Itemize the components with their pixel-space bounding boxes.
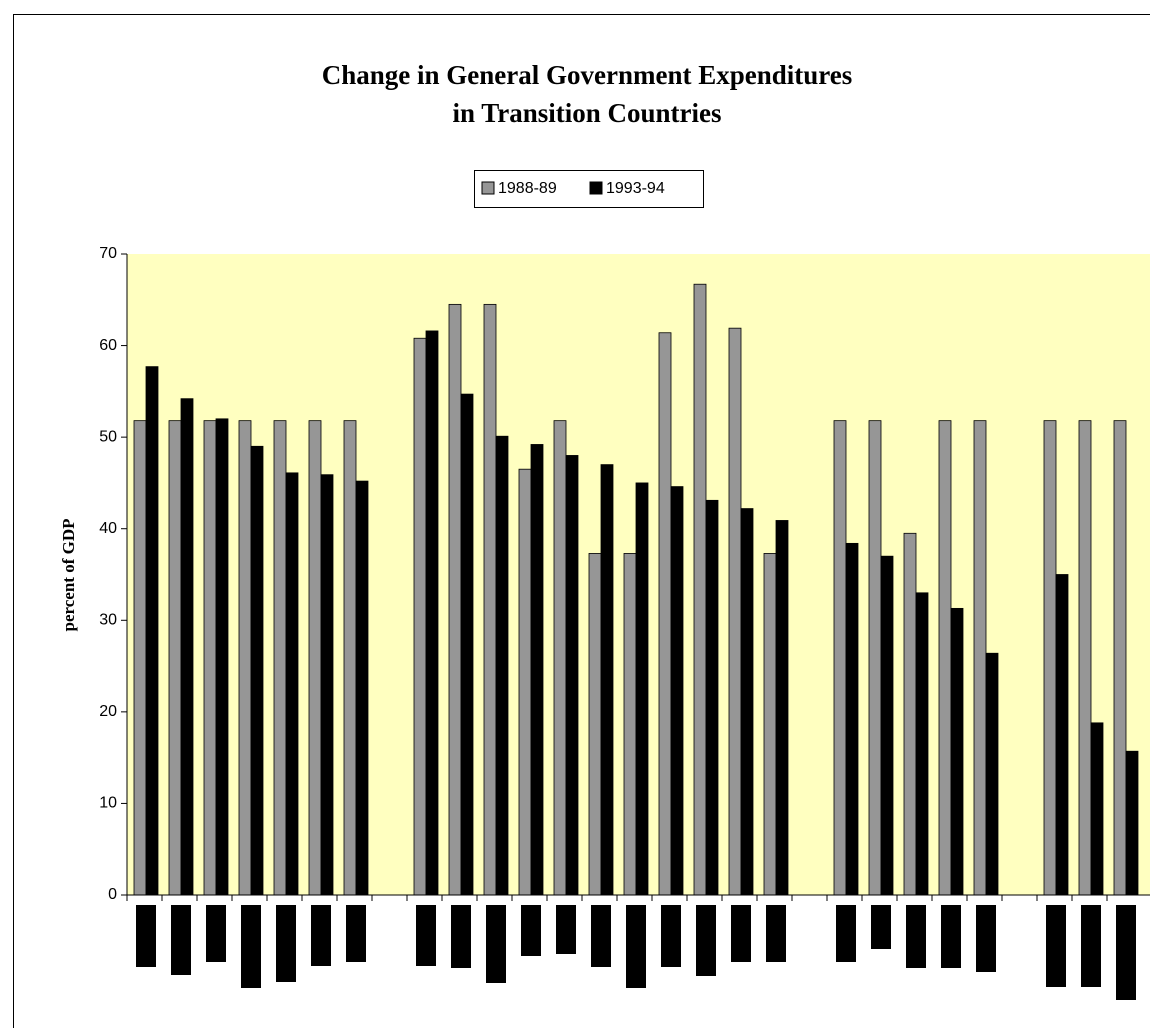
redacted-label <box>696 905 716 976</box>
y-tick-label: 20 <box>99 703 117 720</box>
bar <box>203 420 217 896</box>
redacted-label <box>416 905 436 966</box>
y-tick-label: 50 <box>99 428 117 445</box>
redacted-label <box>591 905 611 967</box>
redacted-label <box>906 905 926 968</box>
bar <box>623 553 637 896</box>
redacted-label <box>661 905 681 967</box>
redacted-label <box>311 905 331 966</box>
bar <box>903 532 917 896</box>
bar <box>950 607 964 896</box>
bar <box>705 499 719 896</box>
bar <box>250 445 264 896</box>
bar <box>845 542 859 896</box>
bar <box>320 474 334 896</box>
bar <box>588 553 602 896</box>
bar <box>1055 574 1069 896</box>
chart-subtitle: in Transition Countries <box>452 98 721 128</box>
bar <box>1043 420 1057 896</box>
bar <box>425 330 439 896</box>
bar <box>693 283 707 896</box>
legend-swatch <box>481 181 495 195</box>
bar <box>635 482 649 896</box>
redacted-label <box>171 905 191 975</box>
redacted-label <box>1081 905 1101 987</box>
bar <box>215 418 229 896</box>
redacted-label <box>486 905 506 983</box>
redacted-label <box>836 905 856 962</box>
bar <box>833 420 847 896</box>
bar <box>740 508 754 896</box>
bar <box>133 420 147 896</box>
bar <box>880 555 894 896</box>
bar <box>460 393 474 896</box>
redacted-label <box>136 905 156 967</box>
redacted-label <box>731 905 751 962</box>
bar <box>448 303 462 896</box>
bar <box>973 420 987 896</box>
bar <box>1090 722 1104 896</box>
bar <box>658 332 672 896</box>
redacted-label <box>241 905 261 988</box>
bar <box>763 553 777 896</box>
bar <box>238 420 252 896</box>
bar <box>1113 420 1127 896</box>
bar <box>308 420 322 896</box>
legend <box>474 170 704 208</box>
redacted-label <box>521 905 541 956</box>
bar <box>530 444 544 896</box>
bar <box>518 468 532 896</box>
bar <box>285 472 299 896</box>
y-axis-label: percent of GDP <box>59 519 78 632</box>
y-tick-label: 40 <box>99 520 117 537</box>
legend-swatch <box>589 181 603 195</box>
redacted-label <box>976 905 996 972</box>
y-tick-label: 0 <box>108 886 117 903</box>
redacted-label <box>1046 905 1066 987</box>
redacted-label <box>871 905 891 949</box>
bar <box>273 420 287 896</box>
bar <box>495 435 509 896</box>
bar <box>868 420 882 896</box>
redacted-label <box>206 905 226 962</box>
bar <box>553 420 567 896</box>
redacted-label <box>556 905 576 954</box>
bar <box>985 652 999 896</box>
bar <box>355 480 369 896</box>
y-tick-label: 70 <box>99 245 117 262</box>
redacted-label <box>276 905 296 982</box>
y-tick-label: 60 <box>99 337 117 354</box>
bar <box>483 303 497 896</box>
bar <box>915 592 929 896</box>
chart-title: Change in General Government Expenditure… <box>322 60 853 90</box>
bar <box>343 420 357 896</box>
bar <box>938 420 952 896</box>
legend-label: 1988-89 <box>498 180 557 197</box>
bar <box>670 486 684 896</box>
y-tick-label: 30 <box>99 612 117 629</box>
bar <box>1078 420 1092 896</box>
bar <box>180 398 194 896</box>
y-tick-label: 10 <box>99 795 117 812</box>
bar <box>413 337 427 896</box>
bar <box>145 366 159 896</box>
bar <box>728 327 742 896</box>
redacted-label <box>941 905 961 968</box>
redacted-label <box>451 905 471 968</box>
bar <box>565 455 579 896</box>
redacted-label <box>346 905 366 962</box>
redacted-label <box>766 905 786 962</box>
bar <box>775 520 789 896</box>
bar <box>1125 750 1139 896</box>
redacted-label <box>626 905 646 988</box>
legend-label: 1993-94 <box>606 180 665 197</box>
bar <box>600 464 614 896</box>
bar <box>168 420 182 896</box>
redacted-label <box>1116 905 1136 1000</box>
